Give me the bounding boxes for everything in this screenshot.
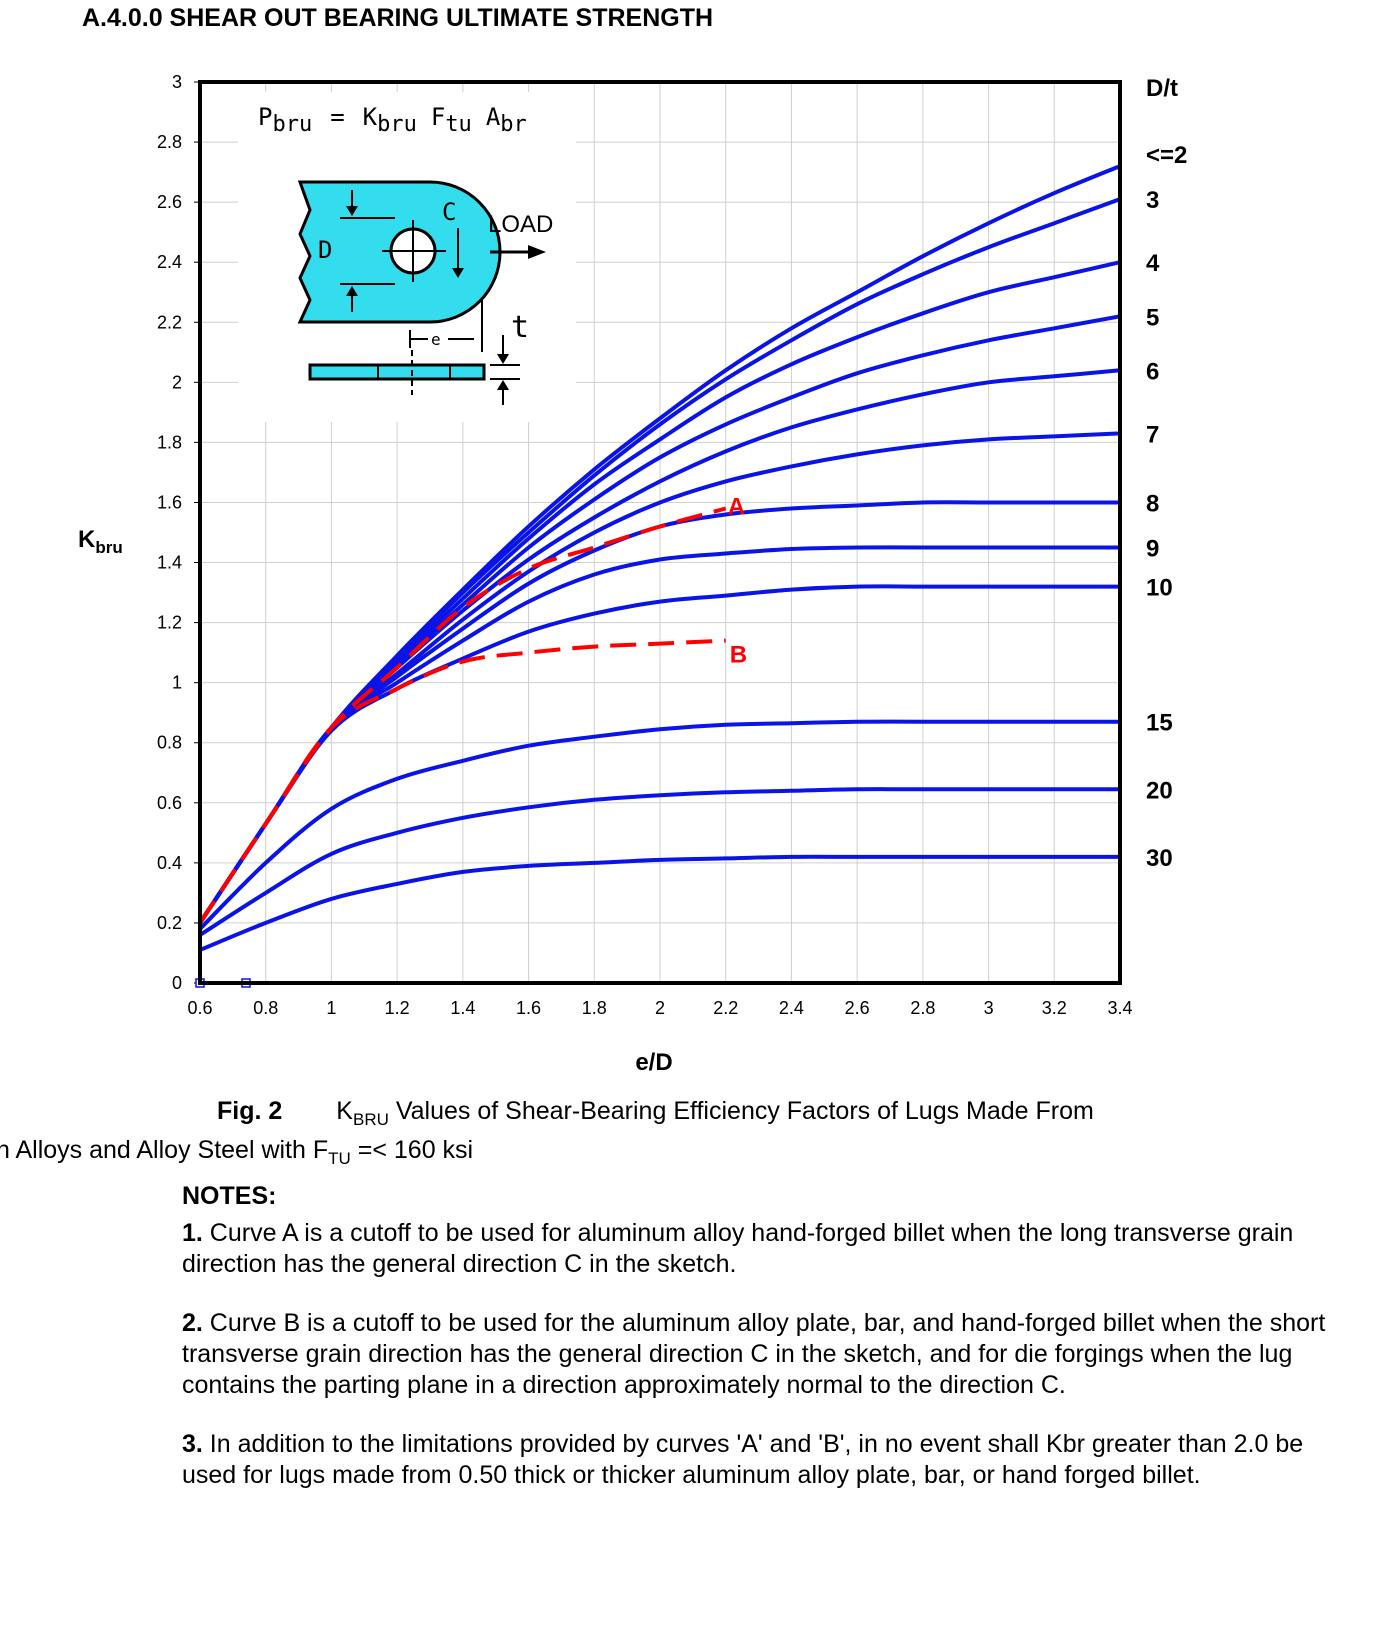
sketch-label-c: C	[442, 198, 456, 226]
plot-frame	[198, 80, 1122, 985]
sketch-label-e: e	[431, 330, 441, 349]
x-tick-labels: 0.6 0.8 1 1.2 1.4 1.6 1.8 2 2.2 2.4 2.6 2.8 3 3.2 3.4	[187, 998, 1132, 1018]
x-tick-label: 3.4	[1107, 998, 1132, 1018]
page-title: A.4.0.0 SHEAR OUT BEARING ULTIMATE STREN…	[82, 4, 714, 32]
x-tick-label: 0.8	[253, 998, 278, 1018]
x-tick-label: 0.6	[187, 998, 212, 1018]
dt-label: 30	[1146, 845, 1173, 872]
y-tick-labels: 0 0.2 0.4 0.6 0.8 1 1.2 1.4 1.6 1.8 2 2.2 2.4 2.6 2.8 3	[157, 72, 182, 993]
dt-label: 10	[1146, 575, 1173, 602]
x-tick-label: 3	[984, 998, 994, 1018]
x-tick-label: 1.2	[385, 998, 410, 1018]
y-tick-label: 1.2	[157, 613, 182, 633]
sketch-label-t: t	[511, 310, 529, 345]
legend-title: D/t	[1146, 75, 1178, 102]
sketch-label-d: D	[318, 236, 332, 264]
dt-label: 4	[1146, 250, 1160, 277]
y-tick-label: 0.2	[157, 913, 182, 933]
x-tick-label: 1.8	[582, 998, 607, 1018]
y-tick-label: 0.8	[157, 733, 182, 753]
y-tick-label: 0	[172, 973, 182, 993]
sketch-label-load: LOAD	[488, 211, 553, 238]
figure-caption: Fig. 2 KBRU Values of Shear-Bearing Effic…	[217, 1097, 1094, 1129]
lug-sketch: Pbru = Kbru Ftu Abr D C LOAD e	[238, 92, 576, 422]
y-tick-label: 2	[172, 372, 182, 392]
series-line-dt-15	[198, 719, 1121, 931]
note-3: 3. In addition to the limitations provid…	[182, 1430, 1304, 1489]
series-line-dt-30	[199, 854, 1120, 952]
dt-label: 15	[1146, 710, 1173, 737]
y-tick-label: 2.4	[157, 252, 182, 272]
dt-label: <=2	[1146, 142, 1187, 169]
figure-caption-line2: n Alloys and Alloy Steel with FTU =< 160…	[0, 1136, 474, 1168]
dt-label: 7	[1146, 421, 1159, 448]
x-tick-label: 1.6	[516, 998, 541, 1018]
cutoff-line-B	[198, 638, 726, 925]
y-tick-label: 0.4	[157, 853, 182, 873]
notes-list: 1. Curve A is a cutoff to be used for al…	[182, 1218, 1342, 1519]
y-tick-label: 1	[172, 673, 182, 693]
series-line-dt-20	[198, 787, 1120, 937]
x-tick-label: 2.8	[910, 998, 935, 1018]
dt-label: 8	[1146, 490, 1159, 517]
cutoff-label-B: B	[730, 642, 747, 669]
y-tick-label: 1.8	[157, 432, 182, 452]
x-tick-label: 3.2	[1042, 998, 1067, 1018]
dt-labels: <=2 3 4 5 6 7 8 9 10 15 20 30	[1146, 142, 1187, 872]
x-tick-label: 2.2	[713, 998, 738, 1018]
y-tick-label: 2.6	[157, 192, 182, 212]
dt-label: 3	[1146, 187, 1159, 214]
x-tick-label: 1.4	[450, 998, 475, 1018]
cutoff-label-A: A	[728, 493, 745, 520]
y-axis-label: Kbru	[78, 526, 123, 557]
kbru-chart: 0 0.2 0.4 0.6 0.8 1 1.2 1.4 1.6 1.8 2 2.2 2.4 2.6 2.8 3…	[78, 72, 1187, 1076]
x-tick-label: 2.6	[845, 998, 870, 1018]
dt-label: 9	[1146, 536, 1159, 563]
y-tick-label: 2.8	[157, 132, 182, 152]
x-tick-label: 2	[655, 998, 665, 1018]
dt-label: 5	[1146, 304, 1159, 331]
note-1: 1. Curve A is a cutoff to be used for al…	[182, 1219, 1294, 1278]
dt-label: 20	[1146, 777, 1173, 804]
note-2: 2. Curve B is a cutoff to be used for th…	[182, 1309, 1326, 1399]
y-tick-label: 1.6	[157, 492, 182, 512]
dt-label: 6	[1146, 358, 1159, 385]
lug-section	[308, 363, 486, 381]
y-tick-label: 1.4	[157, 553, 182, 573]
y-tick-label: 2.2	[157, 312, 182, 332]
formula: Pbru = Kbru Ftu Abr	[258, 103, 527, 137]
cutoff-curves: AB	[198, 493, 747, 925]
x-tick-label: 2.4	[779, 998, 804, 1018]
notes-heading: NOTES:	[182, 1182, 277, 1210]
x-tick-label: 1	[326, 998, 336, 1018]
x-axis-label: e/D	[635, 1049, 672, 1076]
y-tick-label: 3	[172, 72, 182, 92]
y-tick-label: 0.6	[157, 793, 182, 813]
